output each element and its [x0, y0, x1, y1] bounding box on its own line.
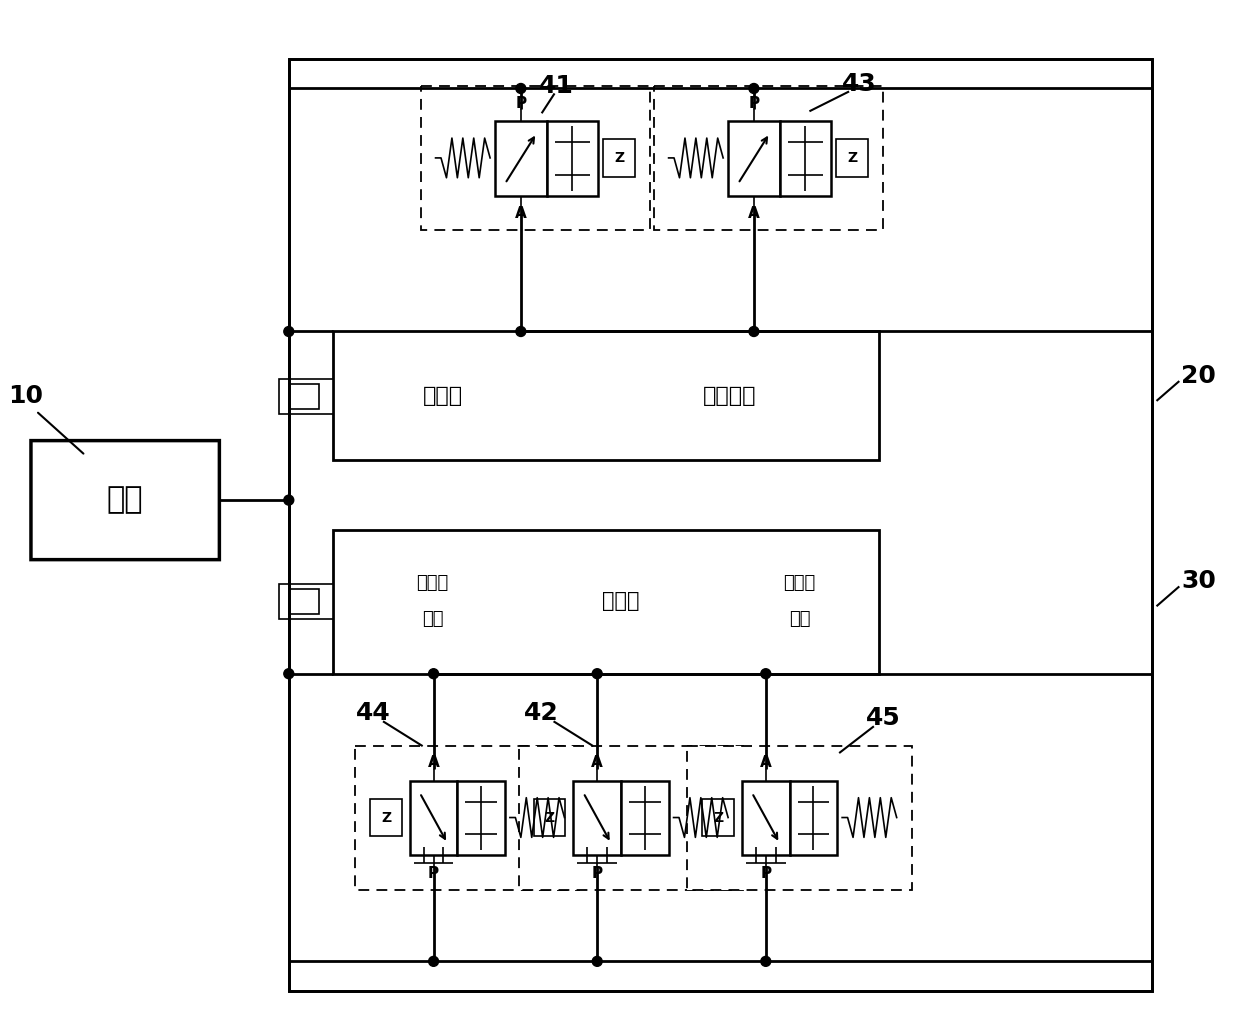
Bar	[533, 798, 565, 836]
Circle shape	[284, 327, 294, 337]
Bar	[780, 122, 831, 196]
Text: 41: 41	[539, 74, 574, 99]
Circle shape	[429, 957, 439, 966]
Text: A: A	[748, 206, 760, 221]
Circle shape	[749, 327, 759, 337]
Circle shape	[429, 668, 439, 679]
Text: P: P	[428, 865, 439, 881]
Text: P: P	[748, 96, 759, 111]
Text: 20: 20	[1182, 365, 1216, 388]
Circle shape	[516, 327, 526, 337]
Bar	[289, 59, 1152, 991]
Bar	[334, 529, 879, 674]
Text: 档位: 档位	[422, 610, 444, 628]
Bar	[289, 589, 319, 614]
Text: A: A	[760, 755, 771, 770]
Text: 空档位: 空档位	[603, 591, 640, 611]
Bar	[547, 122, 598, 196]
Text: A: A	[515, 206, 527, 221]
Bar	[621, 781, 668, 855]
Text: Z: Z	[847, 151, 857, 165]
Bar	[790, 781, 837, 855]
Bar	[518, 746, 743, 890]
Text: Z: Z	[614, 151, 624, 165]
Text: Z: Z	[713, 811, 723, 825]
Circle shape	[593, 957, 603, 966]
Text: 空档位: 空档位	[423, 386, 463, 406]
Circle shape	[284, 668, 294, 679]
Text: 10: 10	[9, 384, 43, 408]
Bar	[289, 59, 1152, 991]
Bar	[370, 798, 402, 836]
Text: 44: 44	[356, 701, 391, 725]
FancyBboxPatch shape	[31, 441, 219, 559]
Bar	[653, 87, 883, 231]
Circle shape	[593, 668, 603, 679]
Bar	[279, 379, 334, 414]
Circle shape	[516, 83, 526, 94]
Text: P: P	[760, 865, 771, 881]
Bar	[279, 584, 334, 619]
Text: 42: 42	[525, 701, 559, 725]
Bar	[687, 746, 911, 890]
Bar	[334, 332, 879, 460]
Circle shape	[761, 957, 771, 966]
Bar	[289, 384, 319, 409]
Text: Z: Z	[381, 811, 391, 825]
Bar	[728, 122, 780, 196]
Text: 45: 45	[867, 707, 901, 730]
Text: P: P	[516, 96, 527, 111]
Bar	[603, 139, 635, 177]
Text: P: P	[591, 865, 603, 881]
Text: 高取力: 高取力	[784, 575, 816, 592]
Text: 气源: 气源	[107, 485, 144, 515]
Bar	[573, 781, 621, 855]
Bar	[702, 798, 734, 836]
Text: Z: Z	[544, 811, 554, 825]
Bar	[409, 781, 458, 855]
Text: 30: 30	[1182, 570, 1216, 593]
Text: 取力档位: 取力档位	[703, 386, 756, 406]
Bar	[420, 87, 650, 231]
Text: A: A	[591, 755, 603, 770]
Text: A: A	[428, 755, 439, 770]
Bar	[355, 746, 579, 890]
Circle shape	[284, 495, 294, 505]
Bar	[742, 781, 790, 855]
Text: 档位: 档位	[789, 610, 810, 628]
Bar	[495, 122, 547, 196]
Bar	[458, 781, 505, 855]
Text: 低取力: 低取力	[417, 575, 449, 592]
Text: 43: 43	[842, 71, 877, 96]
Circle shape	[749, 83, 759, 94]
Bar	[836, 139, 868, 177]
Circle shape	[761, 668, 771, 679]
